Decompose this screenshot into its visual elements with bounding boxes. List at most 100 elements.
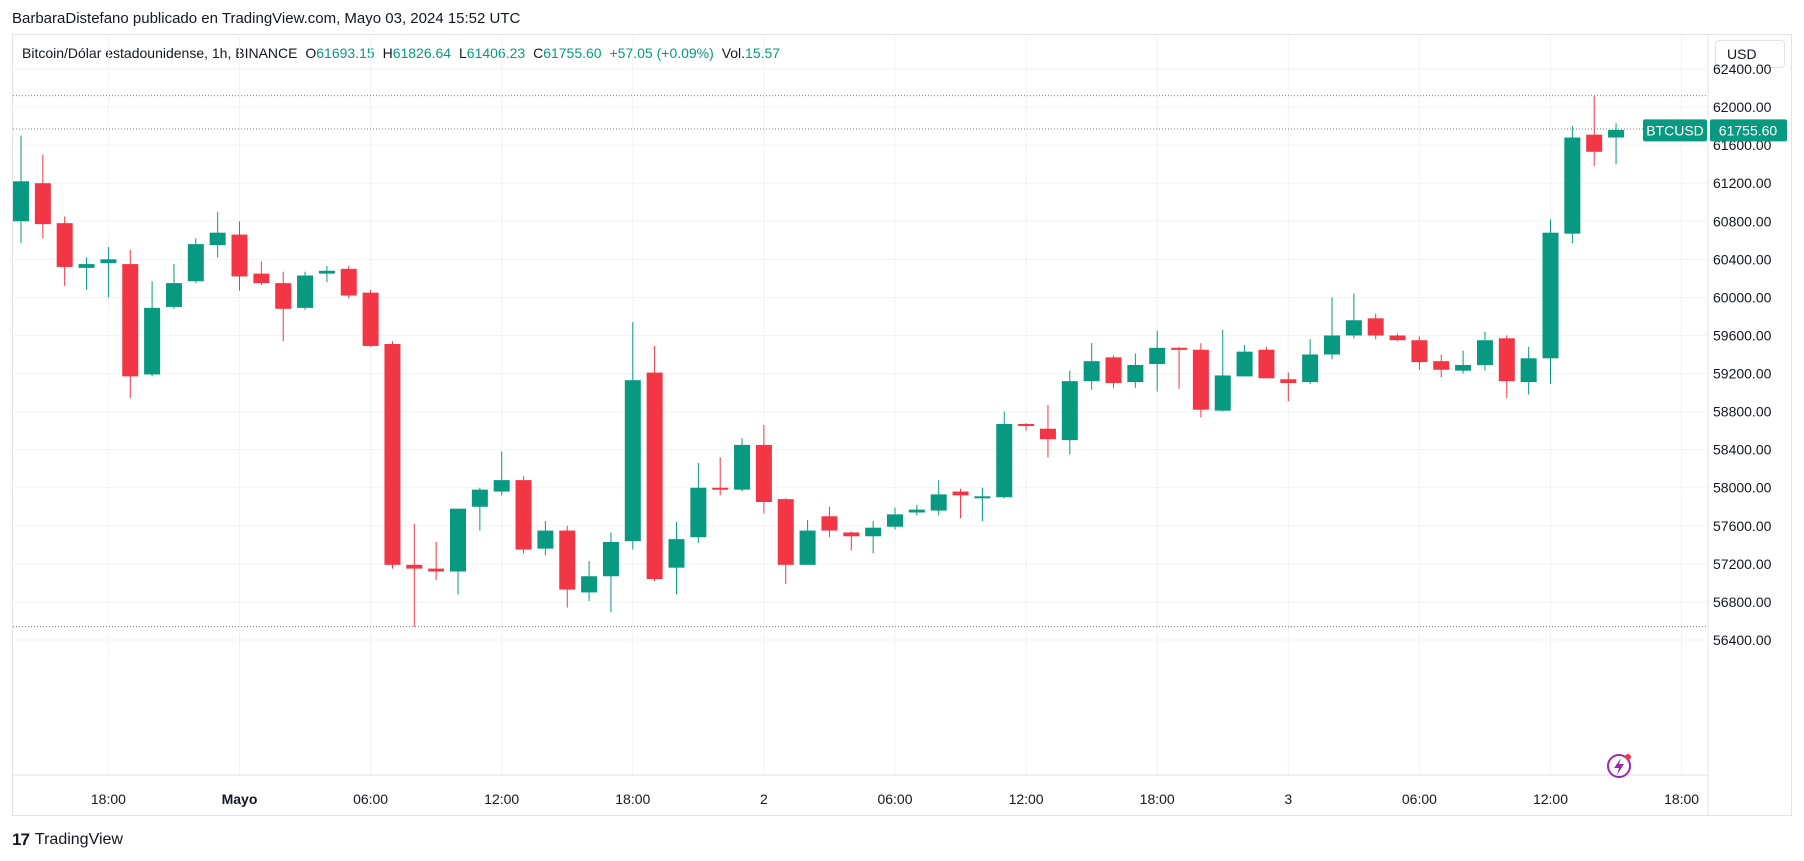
time-tick-label: 12:00 [484, 791, 519, 807]
candle-down [1498, 338, 1515, 382]
candle-up [1127, 364, 1144, 383]
candle-up [908, 509, 925, 513]
change-value: +57.05 (+0.09%) [609, 45, 714, 61]
price-tick-label: 58800.00 [1713, 404, 1772, 420]
candle-down [1018, 423, 1035, 426]
candle-down [428, 568, 445, 572]
candle-up [209, 232, 226, 246]
candle-up [471, 489, 488, 507]
open-value: 61693.15 [316, 45, 375, 61]
candle-up [1520, 358, 1537, 383]
candle-down [755, 444, 772, 503]
price-tick-label: 57200.00 [1713, 556, 1772, 572]
candle-down [1411, 340, 1428, 363]
lightning-icon [1607, 754, 1631, 778]
candle-up [144, 307, 161, 375]
candle-up [78, 264, 95, 268]
volume-label: Vol. [721, 45, 746, 61]
candle-down [253, 273, 270, 284]
candle-up [187, 244, 204, 282]
candle-up [1542, 232, 1559, 359]
candle-up [1476, 340, 1493, 365]
close-value: 61755.60 [543, 45, 602, 61]
symbol-legend: Bitcoin/Dólar estadounidense, 1h, BINANC… [22, 45, 784, 61]
tradingview-brand: TradingView [34, 831, 123, 848]
time-tick-label: 12:00 [1533, 791, 1568, 807]
price-tick-label: 62000.00 [1713, 99, 1772, 115]
candle-down [952, 491, 969, 496]
candle-up [602, 541, 619, 577]
time-tick-label: 2 [760, 791, 768, 807]
price-tick-label: 59200.00 [1713, 366, 1772, 382]
price-tick-label: 59600.00 [1713, 327, 1772, 343]
symbol-title[interactable]: Bitcoin/Dólar estadounidense, 1h, BINANC… [22, 45, 298, 61]
candle-down [712, 487, 729, 490]
candle-up [450, 508, 466, 572]
candle-up [537, 530, 554, 549]
last-price-badge [1710, 119, 1787, 142]
notification-dot [1625, 754, 1631, 760]
candle-down [821, 516, 838, 531]
candle-up [887, 514, 903, 527]
symbol-tag-badge [1643, 119, 1707, 142]
price-tick-label: 57600.00 [1713, 518, 1772, 534]
candle-down [777, 499, 794, 565]
time-tick-label: 18:00 [91, 791, 126, 807]
candle-up [1455, 364, 1472, 371]
chart-frame [12, 34, 1792, 816]
time-tick-label: 06:00 [353, 791, 388, 807]
close-label: C [533, 45, 544, 61]
candle-up [865, 527, 882, 537]
candle-down [646, 372, 663, 580]
price-tick-label: 60000.00 [1713, 289, 1772, 305]
candle-up [13, 181, 29, 222]
candle-up [1083, 361, 1100, 382]
low-label: L [458, 45, 467, 61]
tradingview-logo-icon: 17 [12, 830, 30, 849]
candle-down [362, 292, 379, 346]
candle-up [318, 270, 335, 274]
candle-down [1171, 347, 1188, 350]
currency-button[interactable]: USD [1715, 40, 1785, 68]
time-tick-label: 18:00 [615, 791, 650, 807]
time-tick-label: 06:00 [877, 791, 912, 807]
time-tick-label: 3 [1284, 791, 1292, 807]
lightning-icon-bolt [1614, 758, 1624, 775]
tradingview-logo[interactable]: 17 TradingView [12, 830, 123, 850]
candle-up [1564, 137, 1581, 234]
candle-down [1192, 349, 1209, 410]
price-tick-label: 61200.00 [1713, 175, 1772, 191]
candle-up [1324, 335, 1340, 355]
candle-down [122, 264, 139, 377]
candle-down [384, 344, 401, 565]
candle-up [996, 423, 1013, 498]
time-tick-label: 06:00 [1402, 791, 1437, 807]
time-tick-label: Mayo [222, 791, 258, 807]
candle-up [100, 259, 117, 264]
candle-up [974, 496, 991, 499]
candle-up [690, 487, 707, 538]
candle-up [1236, 351, 1253, 377]
high-label: H [382, 45, 393, 61]
candle-down [1280, 379, 1297, 384]
candle-down [1367, 318, 1384, 336]
candle-up [734, 444, 751, 490]
candle-up [1608, 129, 1625, 138]
candle-down [1105, 357, 1122, 384]
price-tick-label: 58400.00 [1713, 442, 1772, 458]
candle-up [1061, 381, 1078, 441]
candle-down [34, 183, 51, 225]
candle-up [1149, 347, 1166, 365]
candle-down [56, 223, 73, 267]
time-tick-label: 12:00 [1009, 791, 1044, 807]
candle-down [1039, 428, 1056, 440]
candle-up [1214, 375, 1231, 411]
candle-down [1433, 361, 1450, 370]
publication-caption: BarbaraDistefano publicado en TradingVie… [12, 10, 521, 27]
candle-down [843, 532, 860, 537]
price-tick-label: 58000.00 [1713, 480, 1772, 496]
symbol-tag-label: BTCUSD [1646, 122, 1704, 138]
candle-up [493, 480, 510, 492]
price-tick-label: 60400.00 [1713, 251, 1772, 267]
